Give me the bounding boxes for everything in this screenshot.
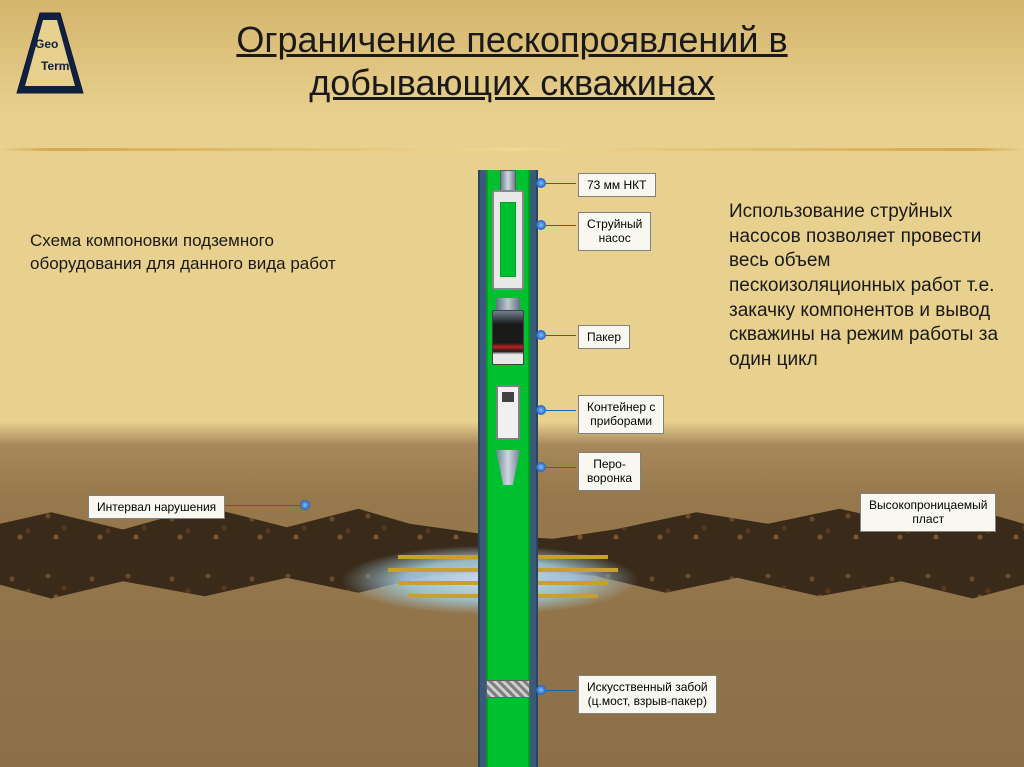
- jet-pump: [492, 190, 524, 290]
- logo: Geo Term: [15, 8, 85, 98]
- svg-text:Term: Term: [41, 59, 69, 73]
- label-funnel: Перо- воронка: [578, 452, 641, 491]
- callout-line: [546, 335, 576, 336]
- title-divider: [0, 148, 1024, 151]
- right-caption: Использование струйных насосов позволяет…: [729, 200, 999, 373]
- wellbore: [478, 170, 538, 767]
- label-packer: Пакер: [578, 325, 630, 349]
- callout-dot: [536, 178, 546, 188]
- label-violation: Интервал нарушения: [88, 495, 225, 519]
- label-nkt: 73 мм НКТ: [578, 173, 656, 197]
- callout-line: [546, 225, 576, 226]
- callout-dot: [536, 462, 546, 472]
- callout-line: [546, 690, 576, 691]
- packer: [492, 310, 524, 365]
- left-caption: Схема компоновки подземного оборудования…: [30, 230, 340, 276]
- label-permeable: Высокопроницаемый пласт: [860, 493, 996, 532]
- callout-line: [218, 505, 300, 506]
- page-title: Ограничение пескопроявлений в добывающих…: [0, 0, 1024, 104]
- callout-dot: [536, 405, 546, 415]
- label-jet-pump: Струйный насос: [578, 212, 651, 251]
- callout-dot: [536, 685, 546, 695]
- callout-line: [546, 183, 576, 184]
- label-container: Контейнер с приборами: [578, 395, 664, 434]
- callout-dot: [536, 220, 546, 230]
- svg-text:Geo: Geo: [35, 37, 58, 51]
- callout-line: [546, 467, 576, 468]
- callout-dot: [300, 500, 310, 510]
- label-bottom: Искусственный забой (ц.мост, взрыв-пакер…: [578, 675, 717, 714]
- artificial-bottom: [486, 680, 530, 698]
- callout-dot: [536, 330, 546, 340]
- container-slot: [502, 392, 514, 402]
- jet-pump-inner: [500, 202, 516, 277]
- title-line-1: Ограничение пескопроявлений в: [236, 19, 787, 60]
- callout-line: [546, 410, 576, 411]
- title-line-2: добывающих скважинах: [309, 62, 715, 103]
